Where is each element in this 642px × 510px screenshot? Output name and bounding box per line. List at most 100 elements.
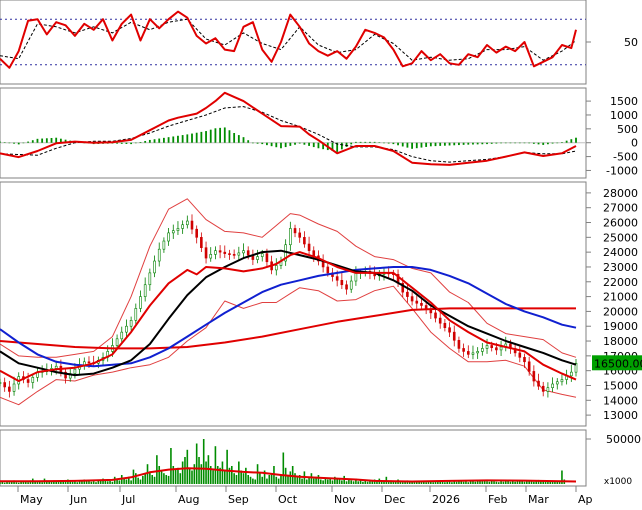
candle-body [518, 352, 522, 358]
candle-body [349, 280, 353, 290]
volume-bar [144, 473, 146, 484]
macd-tick-label: -500 [613, 151, 638, 164]
volume-bar [188, 467, 191, 484]
volume-bar [441, 481, 444, 484]
volume-bar [174, 469, 177, 484]
macd-histogram-bar [59, 138, 62, 143]
volume-bar [392, 481, 395, 484]
volume-bar [172, 466, 175, 484]
month-tick-label: Nov [334, 493, 356, 506]
macd-histogram-bar [443, 142, 446, 146]
volume-bar [212, 470, 214, 484]
price-panel [0, 181, 587, 427]
volume-bar [127, 476, 130, 484]
price-layer [0, 198, 578, 406]
macd-histogram-bar [172, 136, 175, 143]
volume-bar [219, 467, 221, 484]
candle-body [293, 228, 297, 234]
macd-histogram-bar [575, 137, 577, 143]
macd-tick-label: 0 [631, 137, 638, 150]
volume-bar [287, 475, 289, 484]
volume-bar [554, 481, 556, 484]
last-price-badge: 16500.00 [592, 355, 642, 371]
macd-histogram-bar [3, 142, 6, 143]
volume-bar [455, 481, 458, 484]
volume-bar [486, 481, 488, 484]
candle-body [438, 317, 442, 324]
price-tick-label: 13000 [603, 409, 638, 422]
volume-bar [504, 480, 507, 484]
candle-body [406, 291, 409, 297]
volume-bar [277, 478, 280, 484]
volume-bar [535, 481, 537, 484]
volume-bar [500, 481, 502, 484]
price-tick-label: 27000 [603, 202, 638, 215]
macd-histogram-bar [495, 142, 498, 144]
volume-bar [83, 479, 86, 484]
macd-histogram-bar [177, 135, 179, 143]
volume-bar [521, 481, 523, 484]
macd-histogram-bar [340, 142, 343, 150]
macd-histogram-bar [383, 142, 385, 144]
volume-bar [8, 482, 11, 484]
candle-body [73, 368, 77, 374]
macd-histogram-bar [364, 141, 367, 143]
volume-bar [399, 481, 402, 484]
macd-histogram-bar [200, 131, 203, 143]
candle-body [485, 345, 489, 349]
volume-bar [413, 482, 416, 484]
macd-histogram-bar [209, 129, 212, 143]
candle-body [237, 252, 241, 256]
volume-bar [296, 476, 299, 484]
macd-histogram-bar [397, 142, 399, 146]
volume-bar [160, 470, 163, 484]
volume-bar [266, 478, 268, 484]
volume-bar [348, 479, 350, 484]
volume-bar [163, 473, 165, 484]
volume-bar [247, 475, 249, 484]
macd-histogram-bar [411, 142, 413, 149]
rsi-tick-label: 50 [624, 36, 638, 49]
volume-bar [334, 476, 336, 484]
candle-body [12, 383, 16, 392]
macd-histogram-bar [490, 142, 493, 144]
macd-histogram-bar [467, 142, 470, 145]
candle-body [256, 256, 259, 260]
volume-bar [394, 481, 397, 484]
volume-bar [193, 464, 196, 484]
volume-bar [362, 481, 364, 484]
volume-bar [15, 482, 18, 484]
macd-histogram-bar [415, 142, 418, 149]
volume-bar [275, 476, 278, 484]
volume-bar [27, 482, 29, 484]
macd-histogram-bar [523, 142, 526, 144]
candle-body [532, 371, 536, 382]
volume-bar [298, 475, 301, 484]
candle-body [125, 325, 128, 333]
volume-bar [495, 481, 498, 484]
volume-bar [240, 470, 242, 484]
macd-histogram-bar [116, 142, 118, 144]
macd-histogram-bar [331, 142, 334, 151]
volume-bar [322, 480, 324, 484]
volume-bar [540, 480, 542, 484]
volume-bar [200, 464, 203, 484]
volume-bar [458, 480, 460, 484]
month-tick-label: Dec [384, 493, 405, 506]
volume-bar [198, 457, 200, 484]
macd-histogram-bar [148, 139, 151, 143]
candle-body [326, 266, 330, 274]
volume-bar [324, 477, 327, 484]
ma-blue [0, 266, 577, 368]
volume-bar [233, 473, 235, 484]
candle-body [31, 377, 35, 383]
month-tick-label: 2026 [432, 493, 460, 506]
candle-body [490, 345, 494, 349]
volume-bar [509, 481, 512, 484]
volume-bar [270, 473, 273, 484]
macd-histogram-bar [64, 139, 67, 143]
candle-body [64, 371, 67, 379]
volume-bar [261, 476, 264, 484]
macd-histogram-bar [195, 132, 198, 143]
